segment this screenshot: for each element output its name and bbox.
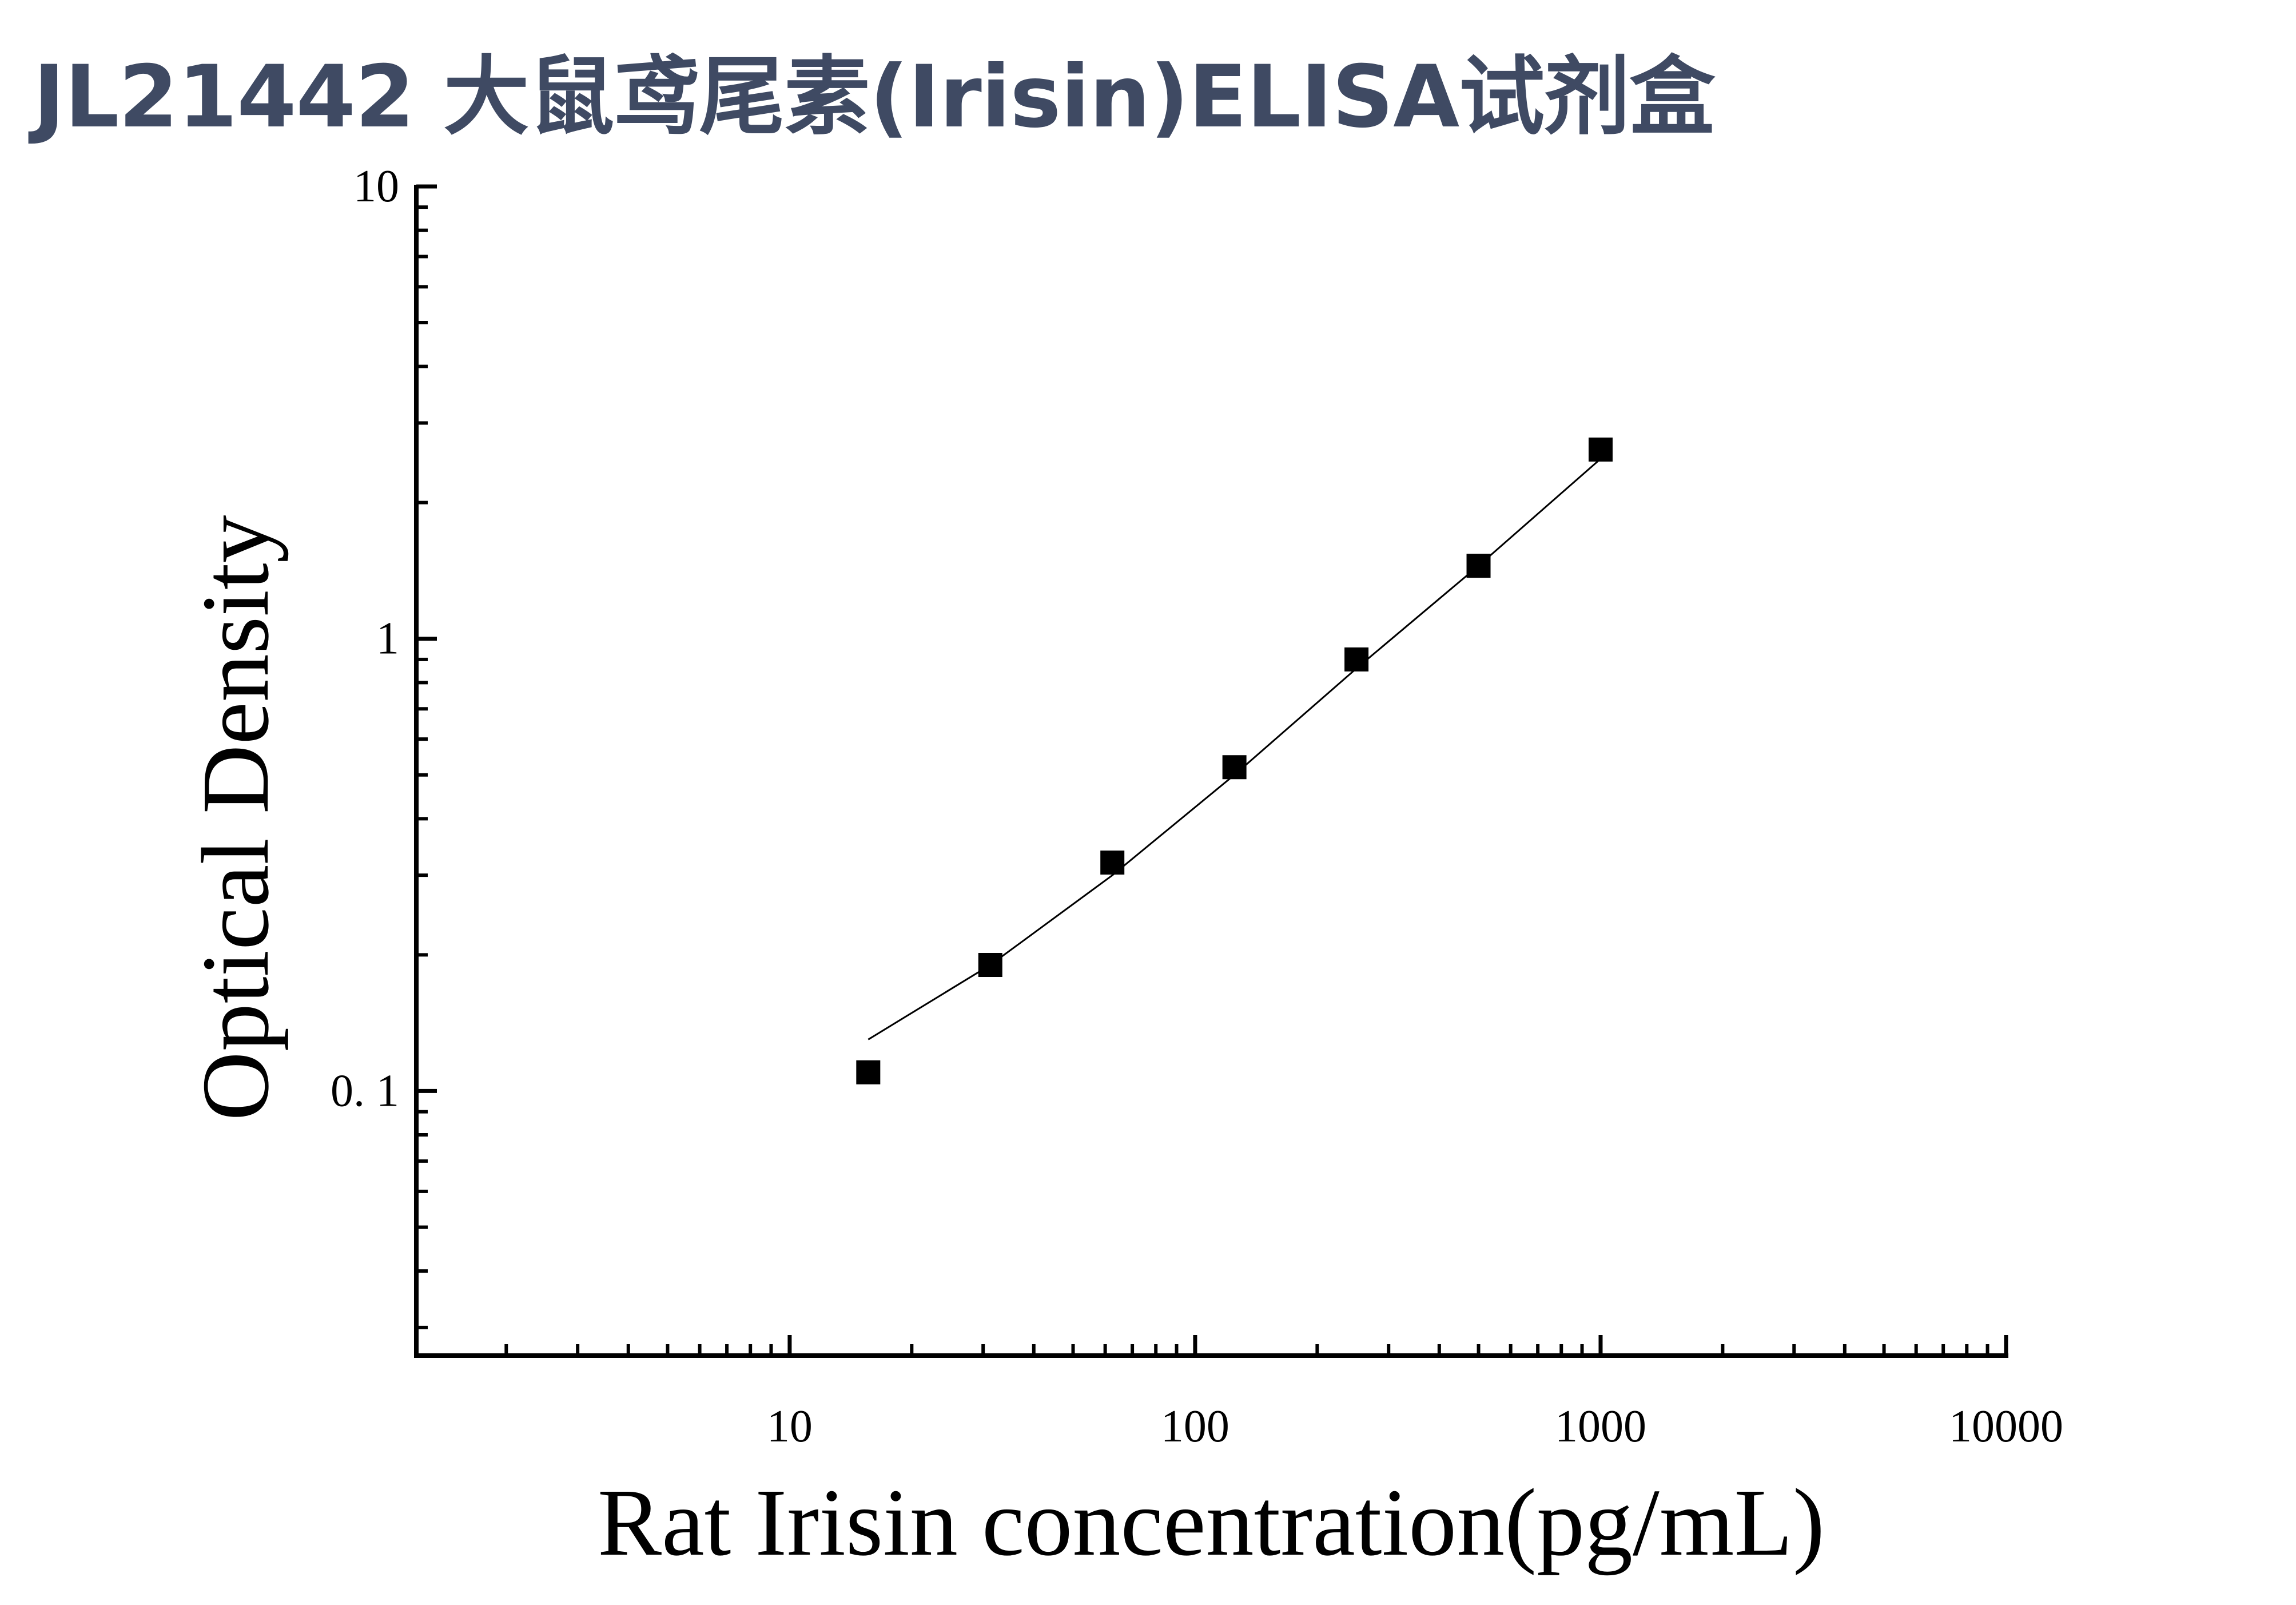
data-points — [856, 437, 1613, 1084]
x-tick-label: 1000 — [1555, 1401, 1646, 1452]
data-point — [1344, 647, 1369, 672]
axes — [414, 184, 2008, 1358]
y-tick-label: 1 — [376, 614, 399, 664]
data-point — [1588, 437, 1613, 462]
x-axis-title: Rat Irisin concentration(pg/mL) — [598, 1469, 1825, 1576]
tick-labels: 10 100 1000 10000 0. 1 1 10 — [331, 161, 2063, 1452]
x-tick-label: 100 — [1161, 1401, 1229, 1452]
fit-curve-group — [868, 458, 1601, 1040]
axis-titles: Rat Irisin concentration(pg/mL) Optical … — [182, 515, 1825, 1576]
data-point — [1100, 850, 1125, 875]
data-point — [1466, 554, 1491, 578]
data-point — [856, 1060, 881, 1084]
page-title: JL21442 大鼠鸢尾素(Irisin)ELISA试剂盒 — [33, 47, 1715, 147]
fit-curve — [868, 458, 1601, 1040]
x-tick-label: 10 — [767, 1401, 813, 1452]
y-tick-label: 10 — [353, 161, 399, 212]
y-axis-title: Optical Density — [182, 515, 289, 1121]
y-tick-label: 0. 1 — [331, 1066, 399, 1116]
data-point — [1222, 755, 1247, 780]
data-point — [978, 953, 1002, 978]
x-tick-label: 10000 — [1949, 1401, 2063, 1452]
